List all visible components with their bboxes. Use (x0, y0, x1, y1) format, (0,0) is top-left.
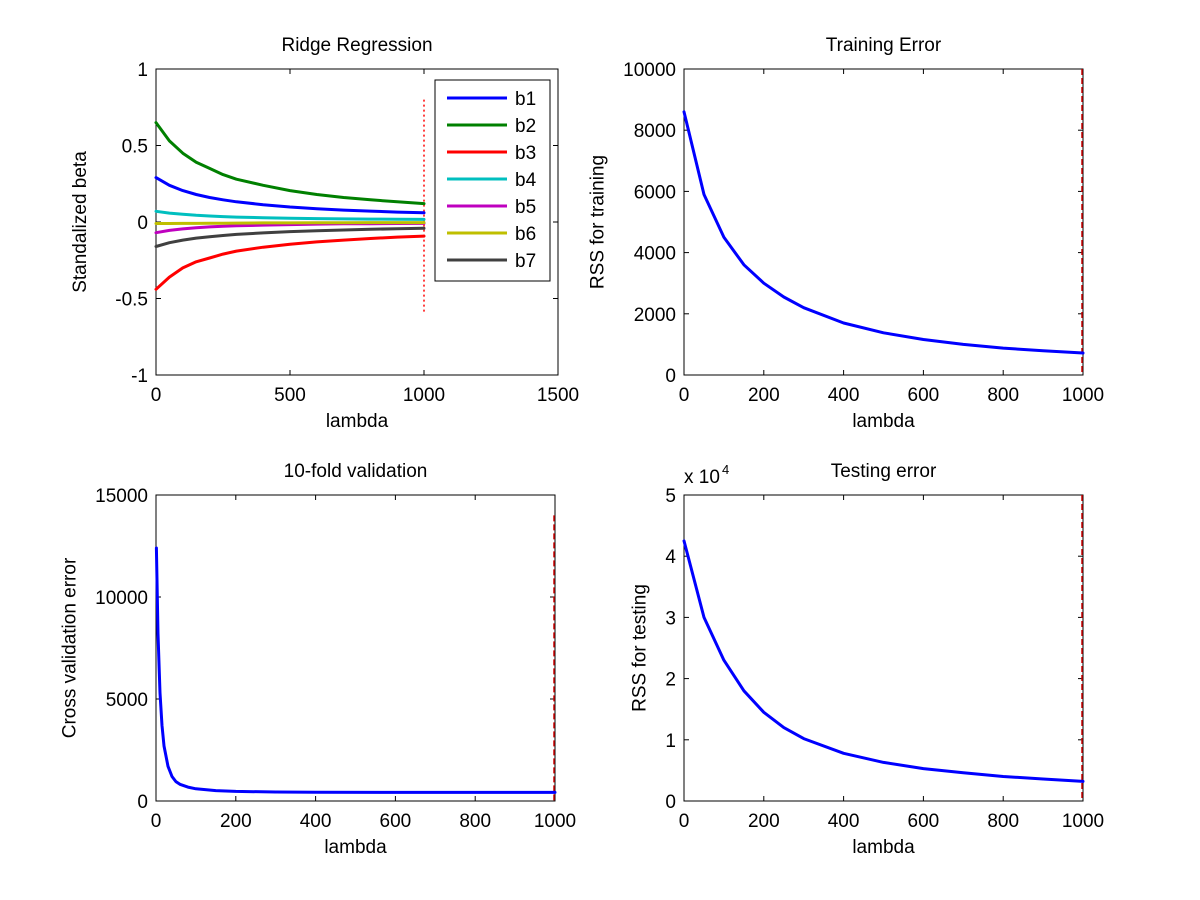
x-tick-label: 600 (908, 385, 940, 406)
y-tick-label: 1 (137, 60, 148, 81)
x-axis-label: lambda (324, 837, 387, 858)
y-tick-label: 5 (665, 486, 676, 507)
x-tick-label: 200 (748, 811, 780, 832)
series-line-b7 (154, 226, 426, 248)
x-tick-label: 400 (828, 385, 860, 406)
x-tick-label: 200 (220, 811, 252, 832)
y-tick-label: 1 (665, 731, 676, 752)
x-tick-label: 1000 (534, 811, 576, 832)
series-line-b4 (154, 209, 426, 221)
y-tick-label: 2 (665, 670, 676, 691)
axes-box (155, 494, 556, 802)
y-axis-label: RSS for testing (630, 584, 651, 712)
y-tick-label: 10000 (95, 588, 148, 609)
series-line-b3 (154, 234, 426, 291)
x-tick-label: 500 (274, 385, 306, 406)
x-tick-label: 0 (679, 811, 690, 832)
y-multiplier-exponent: 4 (722, 462, 729, 477)
x-tick-label: 800 (987, 811, 1019, 832)
legend-label: b7 (515, 251, 536, 272)
x-tick-label: 200 (748, 385, 780, 406)
y-tick-label: -1 (131, 366, 148, 387)
y-tick-label: 0.5 (122, 137, 148, 158)
x-tick-label: 600 (908, 811, 940, 832)
y-tick-label: 8000 (634, 121, 676, 142)
y-tick-label: 0 (137, 792, 148, 813)
chart-title: 10-fold validation (284, 461, 428, 482)
x-tick-label: 1500 (537, 385, 579, 406)
x-tick-label: 800 (987, 385, 1019, 406)
series-line-b2 (154, 121, 426, 206)
series-line-1 (682, 539, 1085, 783)
series-line-b6 (154, 221, 426, 225)
y-tick-label: 0 (137, 213, 148, 234)
legend-label: b5 (515, 197, 536, 218)
y-tick-label: 4 (665, 547, 676, 568)
x-axis-label: lambda (852, 411, 915, 432)
y-tick-label: 5000 (106, 690, 148, 711)
y-tick-label: 2000 (634, 305, 676, 326)
legend-label: b1 (515, 89, 536, 110)
y-tick-label: 0 (665, 366, 676, 387)
subplot-4: 0 200 400 600 800 1000 0 1 2 3 4 5 Testing error lamb… (630, 461, 1105, 858)
axes-box (683, 494, 1084, 802)
x-axis-label: lambda (852, 837, 915, 858)
x-tick-label: 800 (459, 811, 491, 832)
x-axis-label: lambda (326, 411, 389, 432)
legend-label: b2 (515, 116, 536, 137)
x-tick-label: 400 (828, 811, 860, 832)
chart-title: Ridge Regression (281, 35, 432, 56)
y-tick-label: 0 (665, 792, 676, 813)
legend-label: b6 (515, 224, 536, 245)
legend: b1 b2 b3 b4 b5 b6 b7 (434, 79, 551, 282)
subplot-2: 0 200 400 600 800 10000200040006000800010000T… (588, 35, 1105, 432)
y-axis-label: Standalized beta (70, 151, 91, 293)
chart-title: Testing error (831, 461, 937, 482)
y-tick-label: 6000 (634, 182, 676, 203)
y-tick-label: 10000 (623, 60, 676, 81)
x-tick-label: 400 (300, 811, 332, 832)
subplot-1: 0 500 1000 1500 -1 -0.5 0 0.5 1 Ridge Regression l… (70, 35, 579, 432)
y-multiplier: x 10 (684, 467, 720, 488)
y-axis-label: RSS for training (588, 155, 609, 289)
x-tick-label: 1000 (403, 385, 445, 406)
series-line-1 (682, 110, 1085, 355)
x-tick-label: 0 (679, 385, 690, 406)
y-tick-label: -0.5 (115, 290, 148, 311)
y-axis-label: Cross validation error (60, 557, 81, 738)
series-line-b1 (154, 176, 426, 215)
y-tick-label: 15000 (95, 486, 148, 507)
subplot-3: 0 200 400 600 800 100005000100001500010-fold … (60, 461, 577, 858)
axes-box (683, 68, 1084, 376)
y-tick-label: 3 (665, 608, 676, 629)
chart-title: Training Error (826, 35, 942, 56)
y-tick-label: 4000 (634, 244, 676, 265)
x-tick-label: 0 (151, 385, 162, 406)
legend-label: b4 (515, 170, 537, 191)
series-line-1 (154, 546, 557, 794)
x-tick-label: 600 (380, 811, 412, 832)
x-tick-label: 1000 (1062, 385, 1104, 406)
x-tick-label: 0 (151, 811, 162, 832)
x-tick-label: 1000 (1062, 811, 1104, 832)
legend-label: b3 (515, 143, 536, 164)
